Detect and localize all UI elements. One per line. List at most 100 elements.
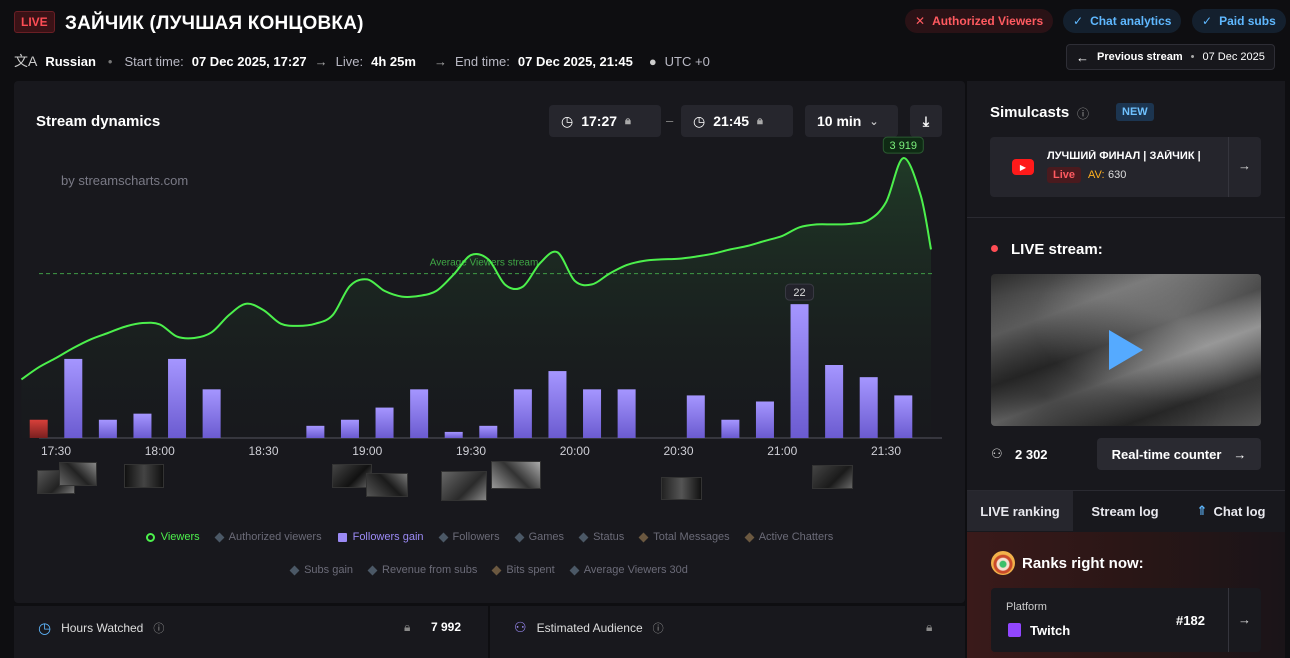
legend-games[interactable]: Games	[514, 531, 564, 543]
followers-gain-bar	[617, 389, 636, 438]
viewers-peak-badge	[882, 136, 924, 154]
divider	[1228, 137, 1229, 197]
x-tick-label: 18:00	[145, 444, 175, 458]
chart-legend-row1: Viewers Authorized viewers Followers gai…	[14, 531, 965, 543]
arrow-right-icon[interactable]: →	[1238, 158, 1251, 173]
simulcast-title: ЛУЧШИЙ ФИНАЛ | ЗАЙЧИК |	[1047, 150, 1201, 162]
legend-viewers[interactable]: Viewers	[145, 531, 200, 543]
info-icon: ⓘ	[1077, 107, 1090, 121]
authorized-viewers-pill[interactable]: ✕ Authorized Viewers	[905, 9, 1054, 33]
chevron-down-icon: ⌄	[869, 115, 879, 128]
divider	[1228, 588, 1229, 652]
followers-gain-bar	[202, 389, 221, 438]
new-badge: NEW	[1116, 103, 1154, 121]
clock-icon: ◷	[561, 112, 574, 129]
viewers-peak-label: 3 919	[890, 140, 918, 152]
followers-gain-bar	[64, 358, 83, 438]
followers-gain-bar	[513, 389, 532, 438]
tab-chat-log[interactable]: ⇑ Chat log	[1196, 503, 1266, 519]
chevrons-up-icon: ⇑	[1196, 503, 1208, 518]
simulcast-av-label: AV:	[1088, 169, 1105, 181]
stream-dynamics-chart: Average Viewers stream 3 919 22 17:30 18:00 1…	[20, 136, 942, 458]
live-viewers-count: 2 302	[1015, 447, 1048, 462]
previous-stream-button[interactable]: ← Previous stream • 07 Dec 2025	[1066, 44, 1275, 70]
download-button[interactable]: ⤓	[910, 105, 942, 137]
interval-select[interactable]: 10 min ⌄	[805, 105, 898, 137]
legend-followers[interactable]: Followers	[438, 531, 500, 543]
followers-loss-bar	[29, 419, 48, 438]
followers-gain-bar	[375, 407, 394, 438]
simulcast-item[interactable]	[990, 137, 1261, 197]
followers-gain-bar	[479, 425, 498, 438]
stream-title: ЗАЙЧИК (ЛУЧШАЯ КОНЦОВКА)	[65, 13, 364, 34]
arrow-left-icon: ←	[1076, 49, 1089, 65]
legend-active-chatters[interactable]: Active Chatters	[744, 531, 833, 543]
clock-icon: ◷	[38, 620, 52, 637]
followers-gain-bar	[548, 371, 567, 438]
viewers-line	[20, 157, 932, 381]
legend-status[interactable]: Status	[578, 531, 624, 543]
live-badge: LIVE	[14, 11, 55, 33]
viewers-area	[21, 158, 931, 438]
followers-gain-bar	[583, 389, 602, 438]
end-time: 07 Dec 2025, 21:45	[517, 53, 633, 69]
info-icon: ⓘ	[153, 623, 165, 635]
game-thumbnails	[332, 464, 408, 498]
hours-watched-card	[14, 606, 488, 658]
tab-live-ranking[interactable]: LIVE ranking	[967, 491, 1073, 531]
to-time-control[interactable]: ◷ 21:45 🔒︎	[681, 105, 793, 137]
eye-icon	[991, 551, 1015, 575]
legend-bits-spent[interactable]: Bits spent	[491, 564, 555, 576]
rank-value: #182	[1176, 613, 1205, 628]
x-tick-label: 17:30	[41, 444, 71, 458]
legend-subs-gain[interactable]: Subs gain	[289, 564, 353, 576]
viewers-icon: ⚇	[991, 446, 1003, 461]
watermark: by streamscharts.com	[61, 173, 189, 188]
from-time-control[interactable]: ◷ 17:27 🔒︎	[549, 105, 661, 137]
followers-gain-bar	[98, 419, 117, 438]
stream-meta: 文A Russian • Start time: 07 Dec 2025, 17…	[14, 53, 710, 69]
x-tick-label: 19:00	[352, 444, 382, 458]
live-stream-title: LIVE stream:	[1011, 241, 1103, 258]
youtube-icon: ▶	[1012, 159, 1034, 175]
followers-gain-bar	[721, 419, 740, 438]
game-thumbnail	[661, 477, 702, 500]
legend-authorized-viewers[interactable]: Authorized viewers	[214, 531, 322, 543]
followers-gain-bar	[825, 365, 844, 438]
arrow-right-icon: →	[1233, 446, 1247, 462]
tab-stream-log[interactable]: Stream log	[1091, 503, 1159, 519]
lock-icon: 🔒︎	[404, 620, 411, 634]
simulcast-live-badge: Live	[1047, 167, 1082, 183]
legend-revenue-from-subs[interactable]: Revenue from subs	[367, 564, 477, 576]
followers-gain-bar	[755, 401, 774, 438]
live-dot-icon	[991, 245, 998, 252]
play-icon[interactable]	[1109, 330, 1143, 370]
legend-followers-gain[interactable]: Followers gain	[337, 531, 424, 543]
divider	[967, 490, 1285, 491]
lock-icon: 🔒︎	[926, 620, 933, 634]
followers-gain-bar	[686, 395, 705, 438]
followers-gain-bar	[410, 389, 429, 438]
followers-peak-label: 22	[793, 287, 805, 299]
lock-icon: 🔒︎	[757, 114, 763, 127]
info-icon: ⓘ	[652, 622, 664, 635]
panel-title: Stream dynamics	[36, 113, 161, 130]
paid-subs-pill[interactable]: ✓ Paid subs	[1192, 9, 1286, 33]
check-icon: ✓	[1202, 14, 1213, 28]
arrow-right-icon[interactable]: →	[1238, 612, 1251, 627]
legend-total-messages[interactable]: Total Messages	[638, 531, 730, 543]
platform-rank-card[interactable]	[991, 588, 1261, 652]
followers-gain-bar	[168, 358, 187, 438]
game-thumbnail	[124, 464, 164, 488]
stream-preview[interactable]	[991, 274, 1261, 426]
x-tick-label: 21:30	[871, 444, 901, 458]
chat-analytics-pill[interactable]: ✓ Chat analytics	[1063, 9, 1182, 33]
legend-average-viewers-30d[interactable]: Average Viewers 30d	[569, 564, 688, 576]
followers-gain-bar	[444, 431, 463, 438]
hours-watched-value: 7 992	[431, 620, 462, 634]
x-tick-label: 21:00	[767, 444, 797, 458]
chart-legend-row2: Subs gain Revenue from subs Bits spent A…	[14, 564, 965, 576]
hours-watched-label: ◷ Hours Watched ⓘ	[38, 620, 165, 637]
realtime-counter-button[interactable]: Real-time counter →	[1097, 438, 1261, 470]
check-icon: ✓	[1073, 14, 1084, 28]
